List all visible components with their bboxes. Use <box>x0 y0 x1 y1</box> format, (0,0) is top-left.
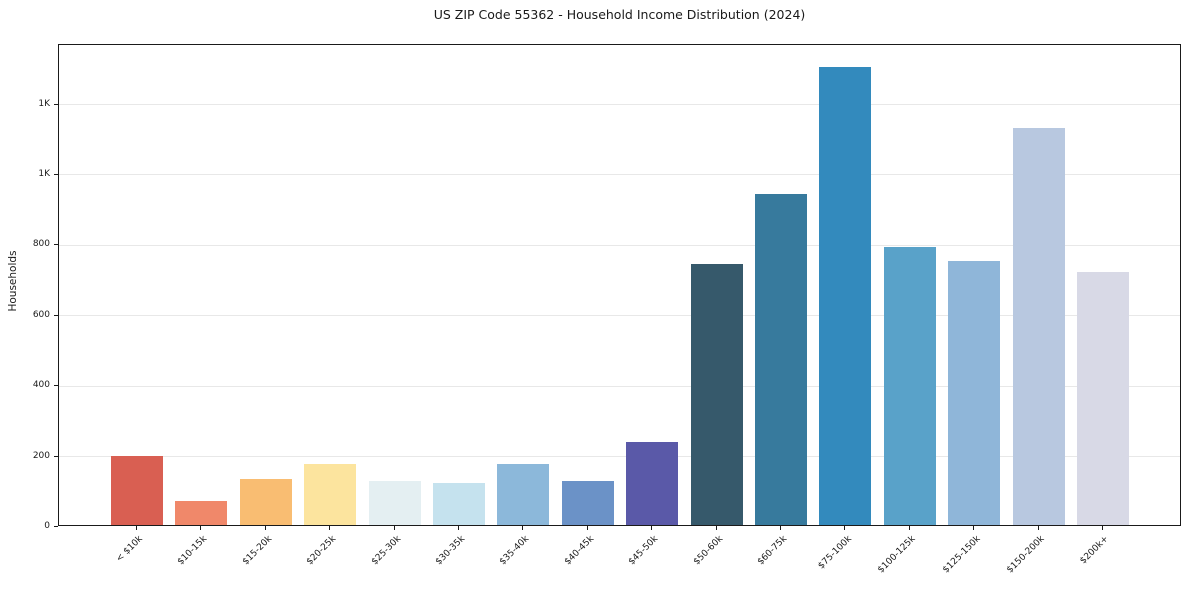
y-tick-mark <box>54 244 58 246</box>
bar <box>433 483 485 525</box>
x-tick-mark <box>329 526 331 530</box>
bar <box>497 464 550 525</box>
y-tick-mark <box>54 314 58 316</box>
gridline <box>59 104 1180 105</box>
y-tick-label: 1K <box>38 98 50 109</box>
x-tick-mark <box>136 526 137 530</box>
x-tick-label: $50-60k <box>691 534 725 568</box>
x-tick-label: $35-40k <box>498 534 532 568</box>
x-tick-mark <box>908 526 910 530</box>
bar <box>819 67 872 525</box>
x-tick-label: $150-200k <box>1005 534 1047 576</box>
x-tick-mark <box>715 526 717 530</box>
y-tick-mark <box>54 103 58 105</box>
bar <box>239 479 292 525</box>
x-tick-mark <box>1037 526 1039 530</box>
x-tick-mark <box>1102 526 1103 530</box>
x-tick-label: $25-30k <box>369 534 403 568</box>
bar <box>1012 127 1065 525</box>
gridline <box>59 456 1180 458</box>
y-tick-mark <box>54 385 58 387</box>
bar <box>883 246 936 525</box>
x-tick-mark <box>393 526 395 530</box>
bar <box>561 481 614 525</box>
x-tick-label: $45-50k <box>626 534 661 568</box>
x-tick-mark <box>780 526 781 530</box>
x-tick-label: $30-35k <box>433 534 468 568</box>
x-tick-label: $10-15k <box>176 534 210 568</box>
x-tick-label: $60-75k <box>755 534 790 568</box>
y-tick-label: 0 <box>44 521 50 531</box>
x-tick-mark <box>586 526 588 530</box>
y-tick-label: 1K <box>38 168 50 179</box>
bar <box>111 456 163 525</box>
x-tick-label: < $10k <box>114 534 146 565</box>
y-tick-label: 400 <box>32 380 50 391</box>
x-tick-label: $20-25k <box>304 534 339 568</box>
x-tick-label: $200k+ <box>1078 534 1112 567</box>
gridline <box>59 244 1180 246</box>
y-tick-mark <box>54 526 58 527</box>
plot-area <box>58 44 1181 526</box>
x-tick-mark <box>522 526 524 530</box>
bar <box>948 260 1001 525</box>
chart-title: US ZIP Code 55362 - Household Income Dis… <box>433 7 806 22</box>
bar <box>368 481 421 525</box>
y-tick-label: 600 <box>32 309 50 320</box>
y-tick-mark <box>54 455 58 457</box>
y-tick-label: 200 <box>32 450 50 461</box>
bar <box>1077 271 1129 525</box>
x-tick-mark <box>844 526 846 530</box>
x-tick-label: $15-20k <box>240 534 274 568</box>
x-tick-label: $75-100k <box>816 534 854 572</box>
gridline <box>59 315 1180 317</box>
y-tick-mark <box>54 173 58 175</box>
y-tick-label: 800 <box>32 239 50 250</box>
x-tick-label: $125-150k <box>940 534 983 576</box>
x-tick-mark <box>264 526 266 530</box>
x-tick-mark <box>458 526 459 530</box>
gridline <box>59 174 1180 176</box>
bar <box>755 194 807 525</box>
x-tick-mark <box>200 526 202 530</box>
x-tick-label: $100-125k <box>876 534 918 576</box>
x-tick-label: $40-45k <box>562 534 596 568</box>
x-tick-mark <box>973 526 975 530</box>
bar <box>304 464 357 525</box>
x-tick-mark <box>651 526 653 530</box>
gridline <box>59 385 1180 387</box>
bar <box>175 501 228 525</box>
y-axis-label: Households <box>7 250 19 312</box>
bar <box>690 264 743 525</box>
bar <box>626 442 679 525</box>
